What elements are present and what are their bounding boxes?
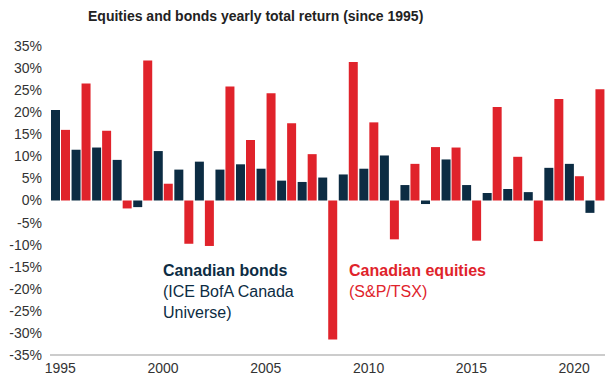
svg-text:-30%: -30% [9, 325, 42, 341]
svg-text:2005: 2005 [250, 360, 281, 376]
svg-text:5%: 5% [22, 170, 42, 186]
svg-text:0%: 0% [22, 192, 42, 208]
svg-text:-15%: -15% [9, 259, 42, 275]
svg-text:-20%: -20% [9, 281, 42, 297]
svg-text:15%: 15% [14, 126, 42, 142]
svg-text:10%: 10% [14, 148, 42, 164]
svg-text:2020: 2020 [559, 360, 590, 376]
html-text:Universe): Universe) [163, 304, 232, 321]
svg-text:20%: 20% [14, 104, 42, 120]
html-text:Equities and bonds yearly tota: Equities and bonds yearly total return (… [88, 8, 424, 24]
svg-text:-5%: -5% [17, 215, 42, 231]
svg-text:35%: 35% [14, 38, 42, 54]
html-text:Canadian equities: Canadian equities [349, 262, 486, 279]
svg-text:2010: 2010 [353, 360, 384, 376]
html-text:Canadian bonds: Canadian bonds [163, 262, 288, 279]
svg-text:2015: 2015 [456, 360, 487, 376]
svg-text:2000: 2000 [147, 360, 178, 376]
svg-text:-35%: -35% [9, 347, 42, 363]
svg-text:25%: 25% [14, 82, 42, 98]
html-text:(ICE BofA Canada: (ICE BofA Canada [163, 283, 294, 300]
svg-text:1995: 1995 [45, 360, 76, 376]
svg-text:30%: 30% [14, 60, 42, 76]
html-text:(S&P/TSX): (S&P/TSX) [349, 283, 428, 300]
svg-text:-25%: -25% [9, 303, 42, 319]
svg-text:-10%: -10% [9, 237, 42, 253]
